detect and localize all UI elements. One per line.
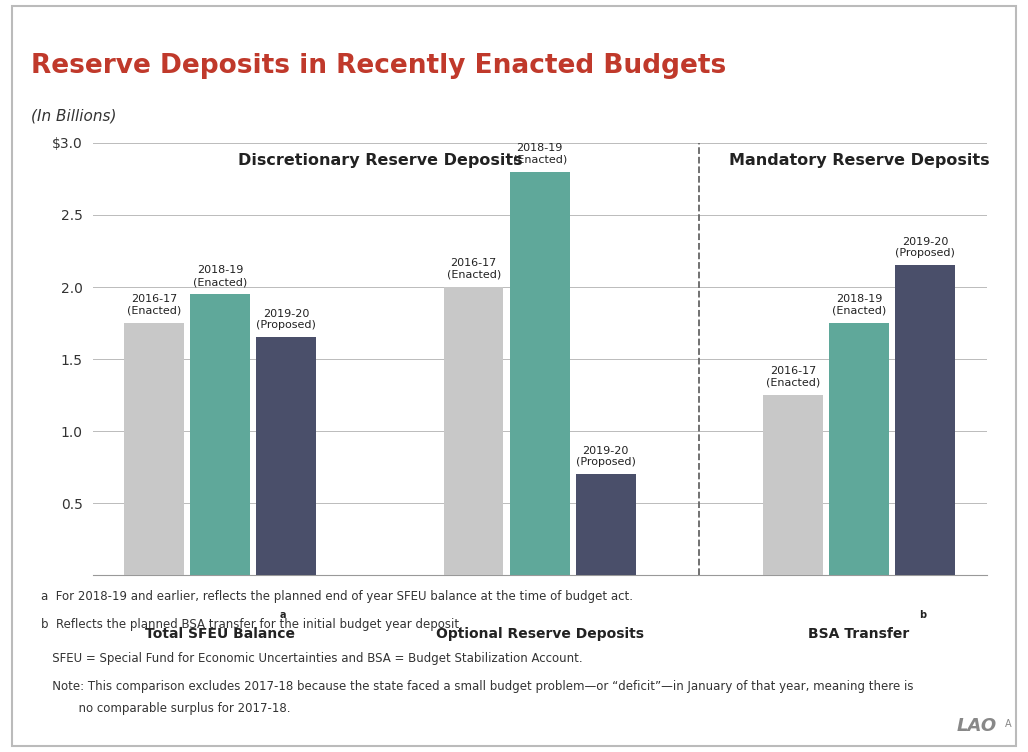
Bar (576, 475, 635, 575)
Text: 2019-20
(Proposed): 2019-20 (Proposed) (895, 237, 955, 258)
Bar (444, 287, 504, 575)
Text: 2018-19
(Enacted): 2018-19 (Enacted) (513, 143, 566, 165)
Text: SFEU = Special Fund for Economic Uncertainties and BSA = Budget Stabilization Ac: SFEU = Special Fund for Economic Uncerta… (41, 652, 583, 666)
Bar (830, 323, 889, 575)
Text: (In Billions): (In Billions) (31, 108, 116, 123)
Text: 2016-17
(Enacted): 2016-17 (Enacted) (446, 258, 501, 280)
Text: LAO: LAO (957, 717, 997, 735)
Text: A: A (1005, 720, 1012, 729)
Text: 2019-20
(Proposed): 2019-20 (Proposed) (256, 308, 317, 330)
Text: a  For 2018-19 and earlier, reflects the planned end of year SFEU balance at the: a For 2018-19 and earlier, reflects the … (41, 590, 633, 603)
Text: Reserve Deposits in Recently Enacted Budgets: Reserve Deposits in Recently Enacted Bud… (31, 53, 726, 79)
Text: Note: This comparison excludes 2017-18 because the state faced a small budget pr: Note: This comparison excludes 2017-18 b… (41, 680, 914, 693)
Bar (763, 395, 822, 575)
Text: BSA Transfer: BSA Transfer (808, 627, 910, 641)
Bar (190, 294, 250, 575)
Text: 2016-17
(Enacted): 2016-17 (Enacted) (127, 294, 181, 316)
Text: 2019-20
(Proposed): 2019-20 (Proposed) (576, 446, 635, 467)
Bar (510, 171, 570, 575)
Text: b  Reflects the planned BSA transfer for the initial budget year deposit.: b Reflects the planned BSA transfer for … (41, 617, 463, 631)
Text: Figure 6: Figure 6 (44, 25, 112, 39)
Text: Discretionary Reserve Deposits: Discretionary Reserve Deposits (237, 153, 522, 168)
Text: b: b (919, 610, 926, 620)
Text: a: a (280, 610, 287, 620)
Text: no comparable surplus for 2017-18.: no comparable surplus for 2017-18. (41, 702, 291, 715)
Text: Optional Reserve Deposits: Optional Reserve Deposits (436, 627, 644, 641)
Bar (895, 265, 955, 575)
Text: 2018-19
(Enacted): 2018-19 (Enacted) (832, 294, 886, 316)
Text: Mandatory Reserve Deposits: Mandatory Reserve Deposits (729, 153, 989, 168)
Text: 2018-19
(Enacted): 2018-19 (Enacted) (193, 265, 248, 287)
Text: 2016-17
(Enacted): 2016-17 (Enacted) (766, 366, 820, 388)
Bar (257, 338, 317, 575)
Bar (124, 323, 184, 575)
Text: Total SFEU Balance: Total SFEU Balance (145, 627, 295, 641)
